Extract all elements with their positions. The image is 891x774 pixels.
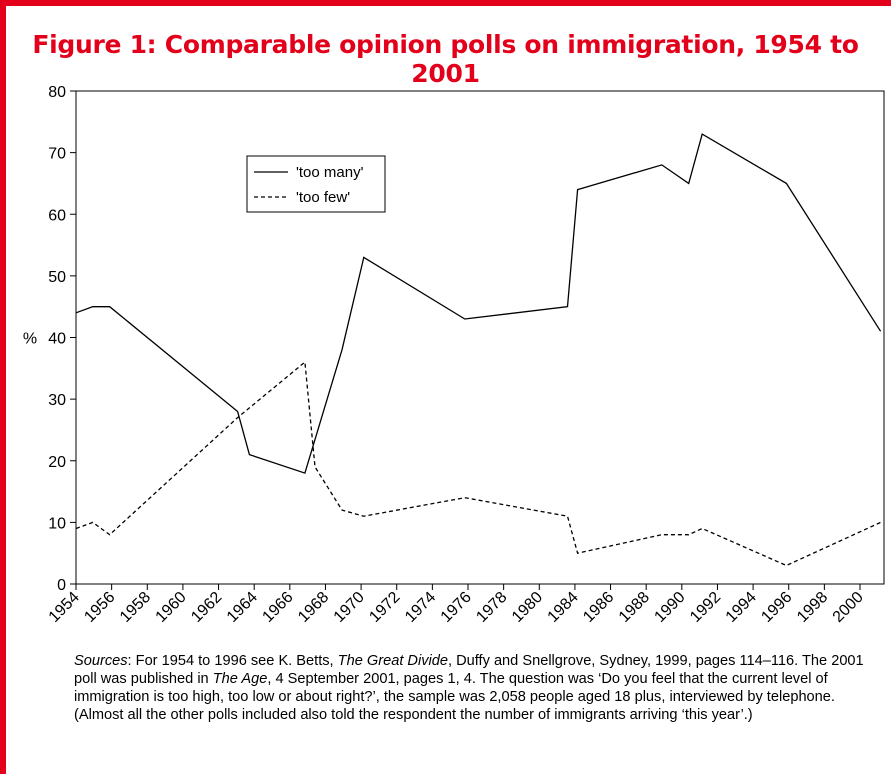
y-tick-label: 70 xyxy=(48,146,66,163)
y-tick-label: 80 xyxy=(48,84,66,101)
x-tick-label: 1986 xyxy=(580,589,617,626)
legend-label-too-few: 'too few' xyxy=(296,189,350,206)
y-axis-label: % xyxy=(23,331,37,348)
x-tick-label: 1974 xyxy=(402,589,439,626)
sources-newspaper-title: The Age xyxy=(212,671,268,687)
x-tick-label: 1990 xyxy=(651,589,688,626)
y-tick-label: 0 xyxy=(57,577,66,594)
x-tick-label: 1954 xyxy=(46,589,83,626)
chart-legend: 'too many' 'too few' xyxy=(246,155,386,213)
x-tick-label: 1966 xyxy=(259,589,296,626)
figure-title: Figure 1: Comparable opinion polls on im… xyxy=(32,30,859,88)
x-tick-label: 1976 xyxy=(438,589,475,626)
x-tick-label: 1958 xyxy=(117,589,154,626)
sources-label: Sources xyxy=(74,653,128,669)
x-tick-label: 2000 xyxy=(830,589,867,626)
y-tick-label: 10 xyxy=(48,515,66,532)
x-tick-label: 1980 xyxy=(509,589,546,626)
x-tick-label: 1970 xyxy=(331,589,368,626)
x-tick-label: 1998 xyxy=(794,589,831,626)
x-tick-label: 1994 xyxy=(723,589,760,626)
x-tick-label: 1972 xyxy=(366,589,403,626)
x-tick-label: 1964 xyxy=(224,589,261,626)
x-tick-label: 1968 xyxy=(295,589,332,626)
y-tick-label: 60 xyxy=(48,207,66,224)
sources-text-2: , Duffy and Snellgrove, Sydney, 1999, pa… xyxy=(74,653,864,687)
chart-series xyxy=(75,133,882,567)
legend-box xyxy=(246,155,386,213)
line-chart: 01020304050607080%1954195619581960196219… xyxy=(23,84,885,626)
x-tick-label: 1960 xyxy=(153,589,190,626)
x-tick-label: 1984 xyxy=(545,589,582,626)
x-tick-label: 1962 xyxy=(188,589,225,626)
y-tick-label: 30 xyxy=(48,392,66,409)
x-tick-label: 1956 xyxy=(81,589,118,626)
y-tick-label: 20 xyxy=(48,454,66,471)
plot-area-border xyxy=(75,90,885,585)
sources-text-3: , 4 September 2001, pages 1, 4. The ques… xyxy=(74,671,835,723)
legend-label-too-many: 'too many' xyxy=(296,164,364,181)
y-tick-label: 40 xyxy=(48,331,66,348)
x-tick-label: 1978 xyxy=(473,589,510,626)
x-tick-label: 1992 xyxy=(687,589,724,626)
x-tick-label: 1988 xyxy=(616,589,653,626)
y-tick-label: 50 xyxy=(48,269,66,286)
sources-text-1: : For 1954 to 1996 see K. Betts, xyxy=(127,653,338,669)
sources-book-title: The Great Divide xyxy=(337,653,448,669)
series-line-too-many xyxy=(75,133,882,474)
sources-note: Sources: For 1954 to 1996 see K. Betts, … xyxy=(74,652,864,724)
series-line-too-few xyxy=(75,360,881,567)
x-tick-label: 1996 xyxy=(758,589,795,626)
